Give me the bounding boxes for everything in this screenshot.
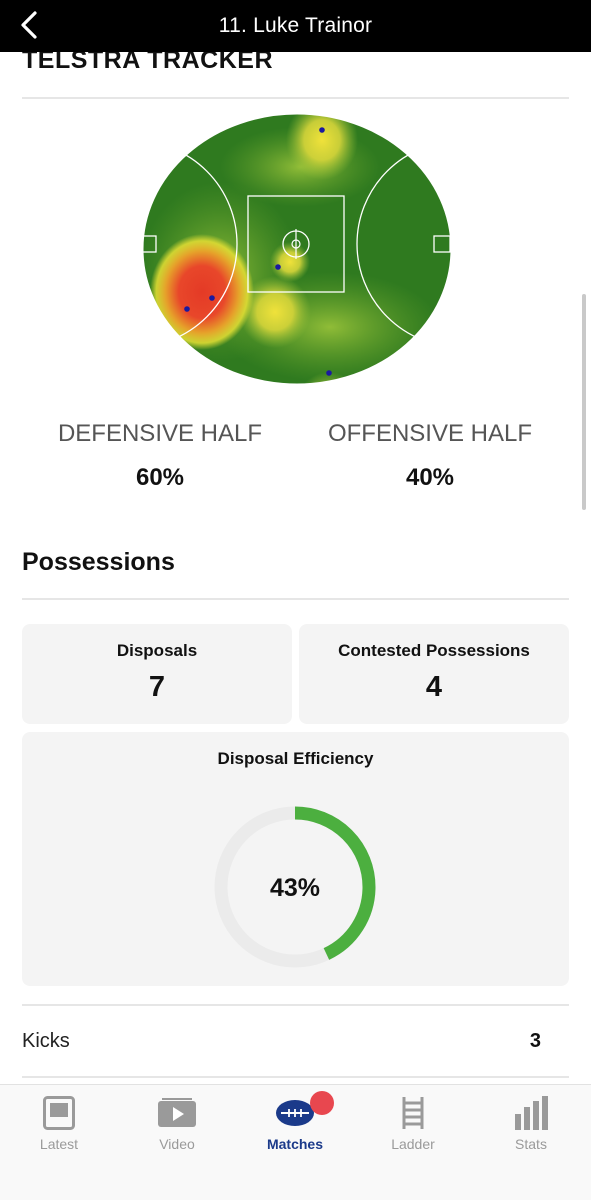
tab-latest[interactable]: Latest — [0, 1085, 118, 1175]
ladder-icon — [393, 1095, 433, 1131]
contested-possessions-label: Contested Possessions — [338, 641, 530, 660]
scrollbar[interactable] — [582, 294, 586, 510]
offensive-half-value: 40% — [405, 464, 455, 491]
kicks-value: 3 — [529, 1030, 541, 1052]
tab-matches[interactable]: Matches — [236, 1085, 354, 1175]
back-button[interactable] — [14, 10, 44, 40]
page-title: 11. Luke Trainor — [218, 14, 373, 37]
tab-stats[interactable]: Stats — [472, 1085, 590, 1175]
kicks-label: Kicks — [22, 1030, 70, 1052]
disposals-label: Disposals — [116, 641, 198, 660]
divider — [22, 1004, 569, 1006]
offensive-half-label: OFFENSIVE HALF — [327, 420, 533, 447]
tab-label: Video — [159, 1136, 195, 1152]
efficiency-ring-fill — [214, 806, 376, 968]
contested-possessions-value: 4 — [425, 671, 443, 703]
top-nav-bar: 11. Luke Trainor — [0, 0, 591, 52]
play-icon — [157, 1095, 197, 1131]
tablet-icon — [39, 1095, 79, 1131]
kicks-row: Kicks 3 — [22, 1028, 569, 1058]
bar-chart-icon — [511, 1095, 551, 1131]
efficiency-value: 43% — [270, 874, 320, 902]
chevron-left-icon — [21, 11, 37, 39]
disposals-value: 7 — [148, 671, 166, 703]
disposal-efficiency-label: Disposal Efficiency — [217, 749, 374, 768]
defensive-half-label: DEFENSIVE HALF — [57, 420, 263, 447]
tab-ladder[interactable]: Ladder — [354, 1085, 472, 1175]
defensive-half-value: 60% — [135, 464, 185, 491]
disposal-efficiency-card: Disposal Efficiency 43% — [22, 732, 569, 986]
bottom-tab-bar: Latest Video Matches — [0, 1084, 591, 1200]
tab-label: Stats — [515, 1136, 547, 1152]
football-icon — [275, 1095, 315, 1131]
divider — [22, 97, 569, 99]
divider — [22, 1076, 569, 1078]
tracker-heading: TELSTRA TRACKER — [22, 52, 274, 74]
field-heatmap — [140, 112, 454, 386]
scroll-content[interactable]: TELSTRA TRACKER — [0, 52, 591, 1084]
notification-badge — [310, 1091, 334, 1115]
disposals-card: Disposals 7 — [22, 624, 292, 724]
possessions-heading: Possessions — [22, 548, 175, 576]
tab-label: Latest — [39, 1136, 79, 1152]
divider — [22, 598, 569, 600]
contested-possessions-card: Contested Possessions 4 — [299, 624, 569, 724]
tab-video[interactable]: Video — [118, 1085, 236, 1175]
tab-label: Ladder — [391, 1136, 435, 1152]
tab-label: Matches — [266, 1136, 324, 1152]
efficiency-ring: 43% — [214, 806, 376, 968]
